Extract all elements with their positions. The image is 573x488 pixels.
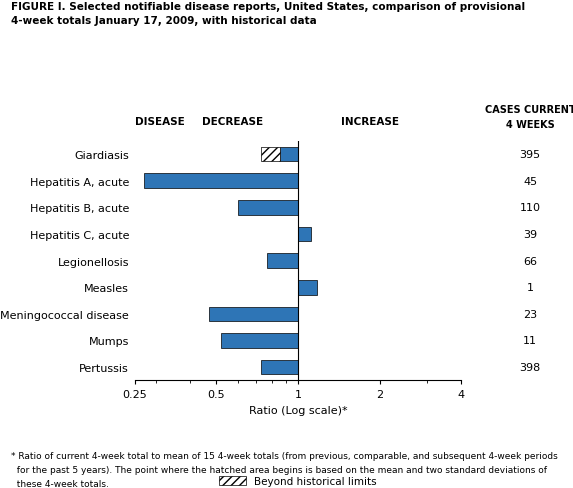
Text: DISEASE: DISEASE [135,117,185,127]
Text: 39: 39 [523,229,537,240]
Text: 4 WEEKS: 4 WEEKS [505,120,555,129]
Text: CASES CURRENT: CASES CURRENT [485,105,573,115]
Bar [144,174,298,189]
X-axis label: Ratio (Log scale)*: Ratio (Log scale)* [249,405,347,415]
Bar [261,147,280,162]
Text: 110: 110 [520,203,540,213]
Legend: Beyond historical limits: Beyond historical limits [215,472,380,488]
Text: 395: 395 [520,150,540,160]
Text: 66: 66 [523,256,537,266]
Bar [280,147,298,162]
Bar [267,254,298,268]
Text: 398: 398 [519,363,541,372]
Text: 4-week totals January 17, 2009, with historical data: 4-week totals January 17, 2009, with his… [11,16,317,25]
Bar [221,333,298,348]
Bar [238,201,298,215]
Text: 1: 1 [527,283,533,293]
Bar [298,280,317,295]
Text: 23: 23 [523,309,537,319]
Bar [298,227,311,242]
Text: FIGURE I. Selected notifiable disease reports, United States, comparison of prov: FIGURE I. Selected notifiable disease re… [11,2,525,12]
Text: these 4-week totals.: these 4-week totals. [11,479,109,488]
Bar [261,360,298,375]
Text: for the past 5 years). The point where the hatched area begins is based on the m: for the past 5 years). The point where t… [11,465,547,474]
Text: * Ratio of current 4-week total to mean of 15 4-week totals (from previous, comp: * Ratio of current 4-week total to mean … [11,451,558,460]
Text: 11: 11 [523,336,537,346]
Text: INCREASE: INCREASE [341,117,399,127]
Text: 45: 45 [523,176,537,186]
Bar [209,307,298,322]
Text: DECREASE: DECREASE [202,117,263,127]
